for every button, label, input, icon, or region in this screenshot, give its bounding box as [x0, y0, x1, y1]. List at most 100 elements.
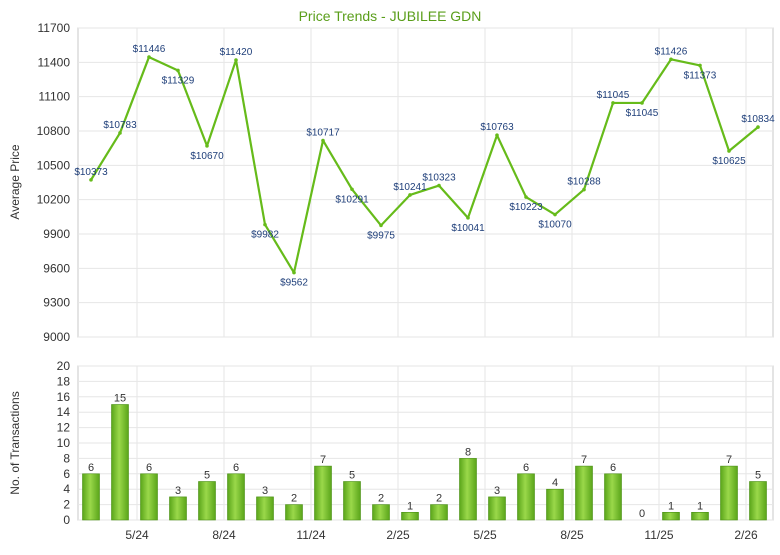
price-point [495, 133, 499, 138]
price-point [263, 222, 267, 227]
transactions-y-tick: 20 [57, 359, 71, 373]
transaction-count-label: 5 [349, 470, 355, 482]
transaction-count-label: 4 [552, 477, 558, 489]
transactions-y-tick: 14 [57, 405, 71, 419]
price-value-label: $10763 [480, 122, 514, 133]
price-value-label: $11045 [626, 108, 659, 119]
transaction-count-label: 7 [581, 454, 587, 466]
transaction-bar [575, 465, 593, 521]
transaction-count-label: 6 [146, 462, 152, 474]
transactions-y-tick: 2 [63, 498, 70, 512]
price-value-label: $10041 [451, 223, 485, 234]
transaction-bar [691, 511, 709, 521]
price-value-label: $9982 [251, 230, 279, 241]
transaction-count-label: 7 [726, 454, 732, 466]
price-y-tick: 11400 [38, 55, 71, 69]
price-point [234, 58, 238, 62]
transaction-bar [314, 465, 332, 521]
price-y-tick: 9900 [43, 227, 70, 241]
transaction-bar [198, 481, 216, 521]
transactions-y-tick: 0 [63, 513, 70, 527]
transaction-count-label: 3 [494, 485, 500, 497]
price-point [698, 63, 702, 68]
x-tick-label: 8/25 [560, 528, 584, 542]
transaction-count-label: 2 [436, 493, 442, 505]
price-point [408, 193, 412, 197]
transactions-y-tick: 18 [57, 374, 71, 388]
transactions-y-tick: 4 [63, 482, 70, 496]
price-value-label: $9562 [280, 278, 308, 289]
transaction-bar [401, 511, 419, 521]
price-y-tick: 9600 [43, 261, 70, 275]
transaction-count-label: 0 [639, 508, 645, 520]
x-tick-label: 11/25 [644, 528, 673, 542]
transaction-bar [546, 488, 564, 521]
transaction-count-label: 2 [291, 493, 297, 505]
x-tick-label: 2/26 [734, 528, 758, 542]
transaction-bar [459, 458, 477, 521]
price-y-ticks: 9000 9300 9600 9900 10200 10500 10800 11100 1140… [37, 21, 71, 344]
transactions-y-tick: 12 [57, 421, 71, 435]
transaction-bar [488, 496, 506, 521]
transaction-count-label: 1 [407, 500, 413, 512]
transaction-count-label: 15 [114, 393, 126, 405]
price-line [90, 55, 759, 274]
price-point [524, 195, 528, 199]
transactions-y-tick: 6 [63, 467, 70, 481]
transaction-labels: 6 15 6 3 5 6 3 2 7 5 2 1 2 8 3 6 4 7 6 0 1 1 7 5 [88, 393, 761, 521]
transactions-axis-title: No. of Transactions [8, 391, 22, 494]
price-value-label: $10373 [74, 167, 108, 178]
transaction-bar [749, 481, 767, 521]
price-value-label: $10288 [567, 177, 601, 188]
price-point [640, 101, 644, 105]
price-point [553, 212, 557, 217]
price-value-label: $9975 [367, 230, 395, 241]
price-value-label: $10717 [306, 127, 340, 138]
x-tick-label: 11/24 [296, 528, 325, 542]
price-value-label: $10241 [393, 182, 427, 193]
price-point [756, 125, 760, 129]
price-value-label: $11446 [133, 44, 166, 55]
transaction-bar [662, 511, 680, 521]
price-point [118, 131, 122, 135]
price-y-tick: 11700 [38, 21, 71, 35]
x-tick-label: 8/24 [212, 528, 236, 542]
transactions-grid [77, 365, 774, 521]
transaction-bar [111, 404, 129, 521]
price-y-tick: 11100 [38, 90, 70, 104]
transaction-count-label: 5 [755, 470, 761, 482]
price-point [437, 183, 441, 188]
transaction-bar [604, 473, 622, 521]
price-value-label: $11329 [162, 75, 195, 86]
price-point [321, 138, 325, 143]
x-tick-labels: 5/24 8/24 11/24 2/25 5/25 8/25 11/25 2/26 [125, 528, 758, 542]
price-point [669, 57, 673, 62]
price-value-label: $11373 [684, 70, 717, 81]
transaction-count-label: 3 [175, 485, 181, 497]
price-value-label: $11426 [655, 46, 688, 57]
transaction-count-label: 6 [523, 462, 529, 474]
price-value-label: $10070 [538, 220, 572, 231]
transaction-count-label: 2 [378, 493, 384, 505]
transaction-count-label: 5 [204, 470, 210, 482]
price-point [89, 178, 93, 182]
transaction-bar [720, 465, 738, 521]
price-value-label: $10834 [741, 114, 775, 125]
price-value-label: $11045 [597, 90, 630, 101]
price-point [205, 144, 209, 148]
transaction-bar [430, 504, 448, 521]
transaction-bar [256, 496, 274, 521]
transaction-bar [372, 504, 390, 521]
price-labels: $10373 $10783 $11446 $11329 $10670 $11420 $998… [74, 44, 775, 289]
transaction-count-label: 1 [697, 500, 703, 512]
price-point [292, 270, 296, 275]
price-point [727, 149, 731, 153]
x-tick-label: 5/25 [473, 528, 497, 542]
transaction-bar [285, 504, 303, 521]
price-axis-title: Average Price [8, 144, 22, 219]
price-value-label: $10291 [335, 194, 369, 205]
transaction-count-label: 6 [610, 462, 616, 474]
